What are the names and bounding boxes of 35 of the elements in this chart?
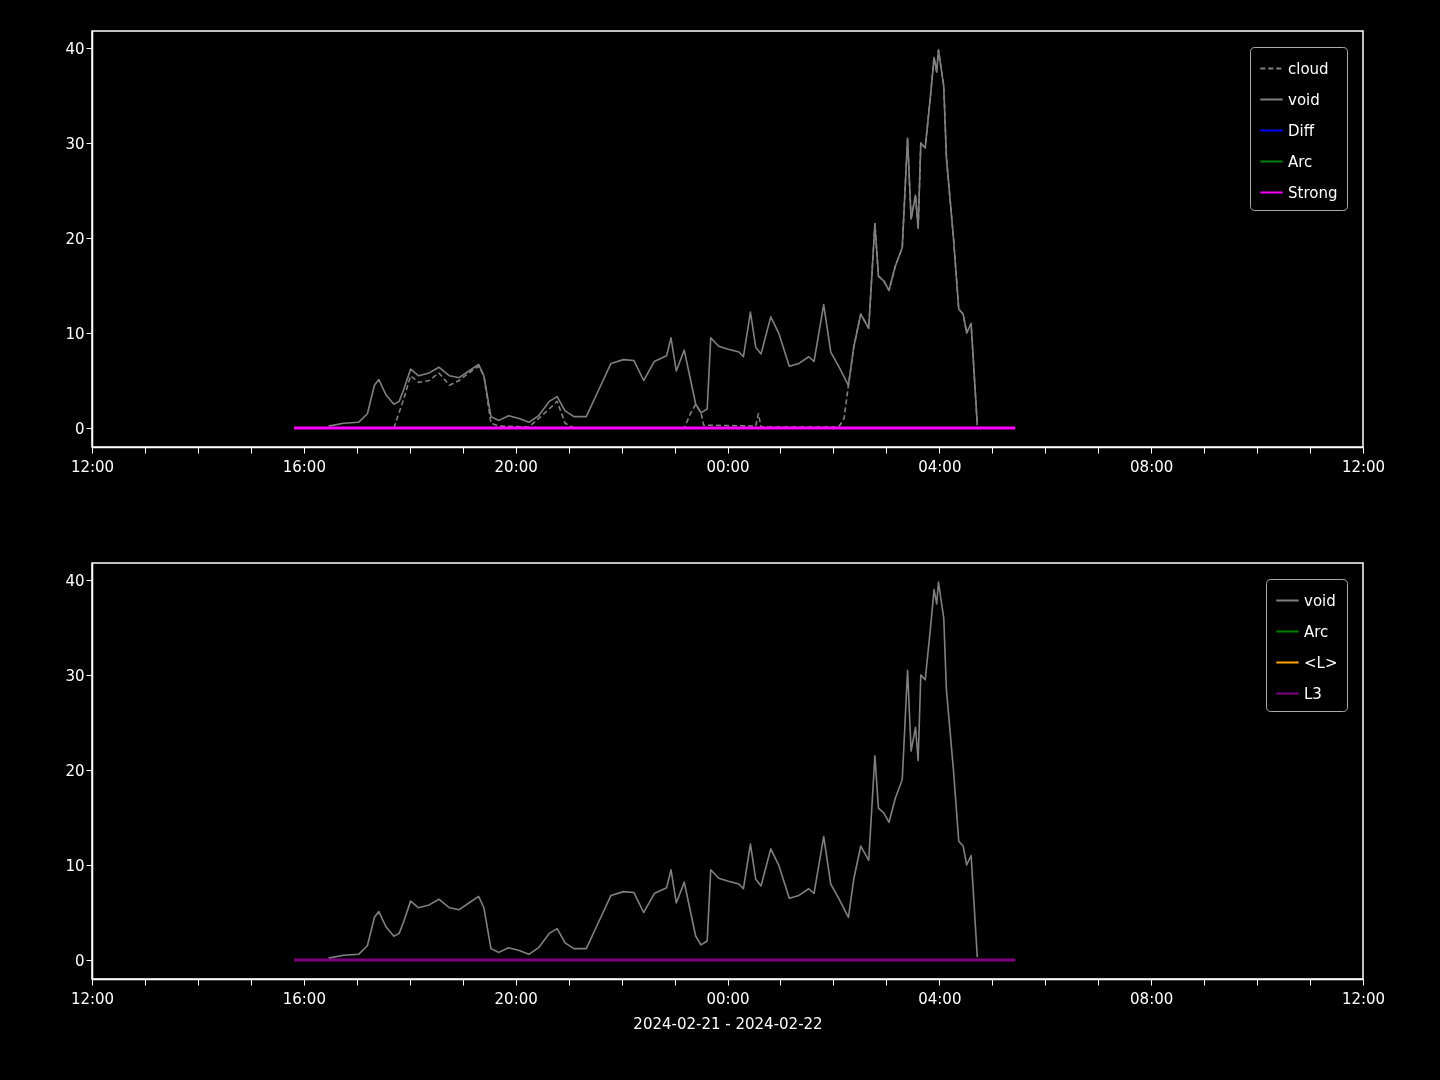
y-tick-label: 40 [65, 571, 85, 590]
y-tick-label: 30 [65, 666, 85, 685]
legend-label: Arc [1304, 622, 1329, 641]
x-tick-label: 04:00 [918, 989, 962, 1008]
y-tick-label: 40 [65, 39, 85, 58]
legend-label: L3 [1304, 684, 1322, 703]
y-tick-label: 20 [65, 229, 85, 248]
y-tick-label: 20 [65, 761, 85, 780]
legend-label: void [1288, 90, 1320, 109]
x-tick-label: 12:00 [1341, 457, 1386, 476]
y-tick-label: 30 [65, 134, 85, 153]
y-tick-label: 10 [65, 856, 85, 875]
legend-label: Strong [1288, 183, 1338, 202]
x-tick-label: 08:00 [1130, 457, 1174, 476]
legend-label: cloud [1288, 59, 1329, 78]
y-tick-label: 0 [74, 951, 85, 970]
x-tick-label: 20:00 [494, 457, 538, 476]
legend-label: Arc [1288, 152, 1313, 171]
x-tick-label: 00:00 [706, 989, 750, 1008]
x-tick-label: 00:00 [706, 457, 750, 476]
x-tick-label: 08:00 [1130, 989, 1174, 1008]
y-tick-label: 10 [65, 324, 85, 343]
legend-label: void [1304, 591, 1336, 610]
x-tick-label: 16:00 [282, 989, 326, 1008]
x-tick-label: 16:00 [282, 457, 326, 476]
x-tick-label: 12:00 [70, 457, 115, 476]
x-axis-title: 2024-02-21 - 2024-02-22 [633, 1014, 823, 1033]
legend-label: <L> [1304, 653, 1338, 672]
x-tick-label: 20:00 [494, 989, 538, 1008]
x-tick-label: 12:00 [1341, 989, 1386, 1008]
legend-label: Diff [1288, 121, 1315, 140]
line-series [327, 581, 979, 959]
x-tick-label: 04:00 [918, 457, 962, 476]
y-tick-label: 0 [74, 419, 85, 438]
x-tick-label: 12:00 [70, 989, 115, 1008]
